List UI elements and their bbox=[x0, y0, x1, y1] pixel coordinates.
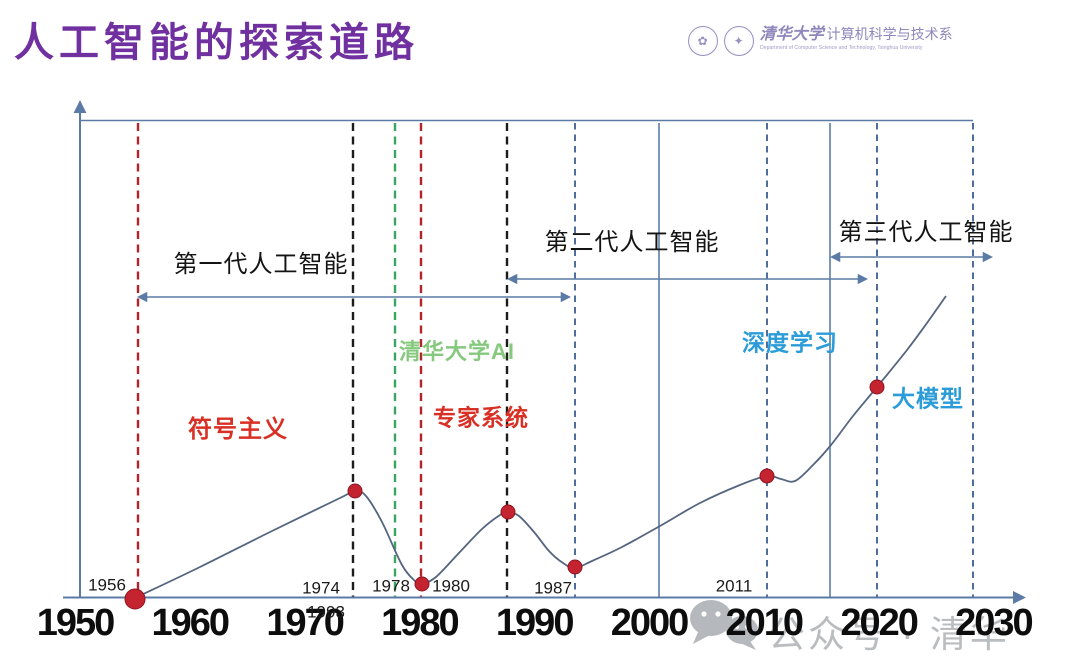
logo-department-name: 清华大学 计算机科学与技术系 bbox=[759, 26, 953, 44]
logo-department-name-en: Department of Computer Science and Techn… bbox=[759, 44, 923, 51]
wechat-icon bbox=[690, 600, 758, 650]
tsinghua-logo: ✿ ✦ 清华大学 计算机科学与技术系 Department of Computer… bbox=[687, 26, 1072, 56]
watermark: 公众号 · 清华 bbox=[688, 598, 1010, 658]
tsinghua-seal-icon: ✿ bbox=[687, 26, 718, 56]
watermark-text: 公众号 · 清华 bbox=[768, 614, 1010, 655]
page-title: 人工智能的探索道路 bbox=[14, 21, 419, 65]
csdept-seal-icon: ✦ bbox=[723, 26, 754, 56]
